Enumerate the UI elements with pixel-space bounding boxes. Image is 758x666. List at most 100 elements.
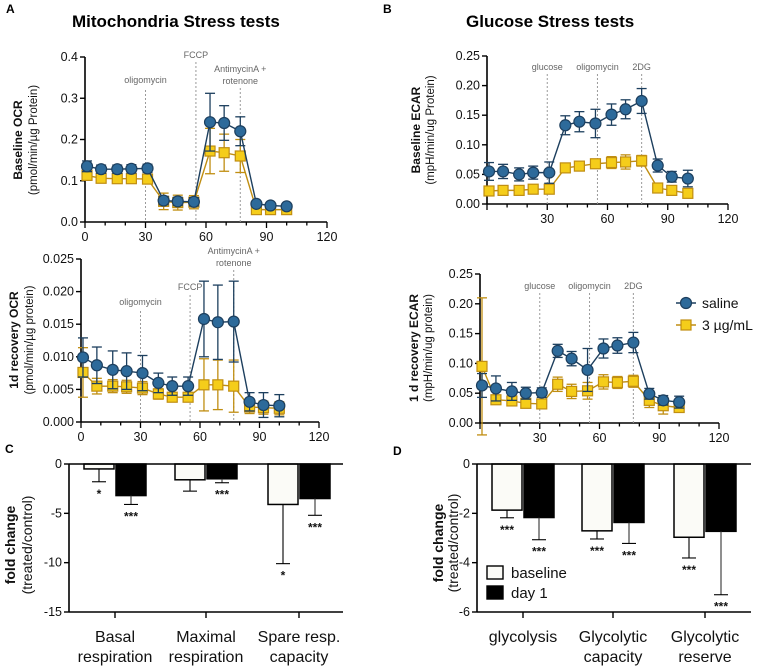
line-chart-3: [475, 273, 720, 436]
y-tick-label: 0.10: [449, 356, 473, 370]
bar-baseline: [491, 463, 523, 511]
data-point-saline: [551, 344, 564, 357]
y-axis-title: Baseline ECAR: [409, 86, 423, 173]
significance-marker: ***: [590, 544, 604, 558]
legend-marker-treated: [680, 319, 692, 331]
data-point-treated: [652, 182, 664, 194]
y-tick-label: 0.010: [43, 350, 74, 364]
data-point-treated: [125, 173, 137, 185]
injection-label: oligomycin: [124, 75, 167, 85]
error-bar: [622, 522, 636, 544]
y-tick-label: -5: [51, 506, 62, 520]
panel-label-b: B: [383, 2, 392, 16]
data-point-saline: [203, 116, 217, 129]
injection-label: AntimycinA +: [214, 64, 266, 74]
injection-label: glucose: [524, 281, 555, 291]
x-tick-label: 0: [78, 430, 85, 444]
injection-label: oligomycin: [576, 62, 619, 72]
data-point-saline: [141, 162, 154, 175]
data-point-saline: [111, 163, 124, 176]
panel-label-c: C: [5, 442, 14, 456]
data-point-treated: [483, 185, 495, 197]
data-point-treated: [234, 150, 246, 162]
data-point-saline: [125, 162, 138, 175]
y-tick-label: -10: [44, 556, 62, 570]
data-point-saline: [519, 387, 532, 400]
data-point-saline: [90, 359, 103, 372]
data-point-treated: [682, 187, 694, 199]
data-point-treated: [619, 156, 632, 168]
x-tick-label: 60: [193, 430, 207, 444]
data-point-saline: [243, 395, 256, 408]
data-point-saline: [605, 108, 618, 121]
x-tick-label: 90: [260, 230, 274, 244]
error-bar: [92, 468, 106, 483]
bar-day-1: [613, 463, 645, 524]
y-tick-label: 0.000: [43, 415, 74, 429]
y-tick-label: 0.00: [456, 197, 480, 211]
category-label: capacity: [584, 649, 643, 666]
data-point-treated: [228, 380, 240, 392]
injection-label: FCCP: [184, 50, 209, 60]
significance-marker: *: [281, 569, 286, 583]
y-axis-subtitle: (treated/control): [19, 496, 35, 595]
data-point-saline: [573, 115, 586, 128]
mito-stress-title: Mitochondria Stress tests: [72, 12, 280, 31]
data-point-treated: [589, 158, 602, 170]
data-point-saline: [581, 363, 594, 377]
legend: [676, 296, 696, 331]
line-chart-1: [76, 258, 320, 428]
y-tick-label: 0.005: [43, 382, 74, 396]
data-point-saline: [619, 103, 632, 116]
data-point-saline: [95, 163, 108, 176]
bar-baseline: [174, 463, 206, 481]
data-point-saline: [627, 336, 640, 349]
bar-day-1: [705, 463, 737, 533]
x-tick-label: 120: [309, 430, 330, 444]
injection-label: FCCP: [178, 282, 203, 292]
y-tick-label: -4: [459, 556, 470, 570]
data-point-saline: [106, 363, 119, 376]
data-point-treated: [513, 184, 525, 196]
y-axis-subtitle: (pmol/min/µg Protein): [28, 85, 40, 195]
error-bar: [714, 531, 728, 596]
legend-label: saline: [702, 295, 739, 311]
y-axis-subtitle: (treated/control): [445, 494, 461, 593]
category-label: respiration: [78, 649, 153, 666]
data-point-saline: [273, 399, 286, 412]
data-point-saline: [211, 316, 224, 329]
injection-label: 2DG: [624, 281, 643, 291]
data-point-treated: [566, 385, 578, 398]
data-point-saline: [187, 195, 200, 208]
data-point-treated: [573, 160, 585, 172]
category-label: Maximal: [176, 629, 236, 646]
data-point-saline: [496, 165, 510, 178]
significance-marker: ***: [532, 545, 546, 559]
y-tick-label: 0.05: [449, 386, 473, 400]
data-point-saline: [182, 380, 195, 393]
x-tick-label: 30: [540, 212, 554, 226]
y-tick-label: 0.25: [456, 49, 480, 63]
y-tick-label: 0: [55, 457, 62, 471]
data-point-saline: [513, 168, 526, 181]
error-bar: [308, 498, 322, 516]
data-point-saline: [565, 352, 578, 365]
y-axis-subtitle: (mpH/min/ug Protein): [425, 75, 437, 184]
data-point-saline: [257, 398, 270, 412]
data-point-saline: [665, 170, 678, 183]
y-tick-label: 0.20: [456, 79, 480, 93]
error-bar: [124, 495, 138, 506]
y-tick-label: 0.1: [61, 174, 78, 188]
error-bar: [532, 517, 546, 541]
data-point-saline: [264, 199, 277, 212]
panel-label-a: A: [6, 2, 15, 16]
injection-label: AntimycinA +: [208, 246, 260, 256]
data-point-saline: [559, 119, 572, 132]
injection-label: glucose: [532, 62, 563, 72]
data-point-treated: [552, 378, 564, 390]
y-axis-title: Baseline OCR: [11, 100, 25, 180]
legend-swatch-baseline: [486, 565, 504, 580]
x-tick-label: 120: [718, 212, 739, 226]
data-point-saline: [681, 172, 694, 185]
